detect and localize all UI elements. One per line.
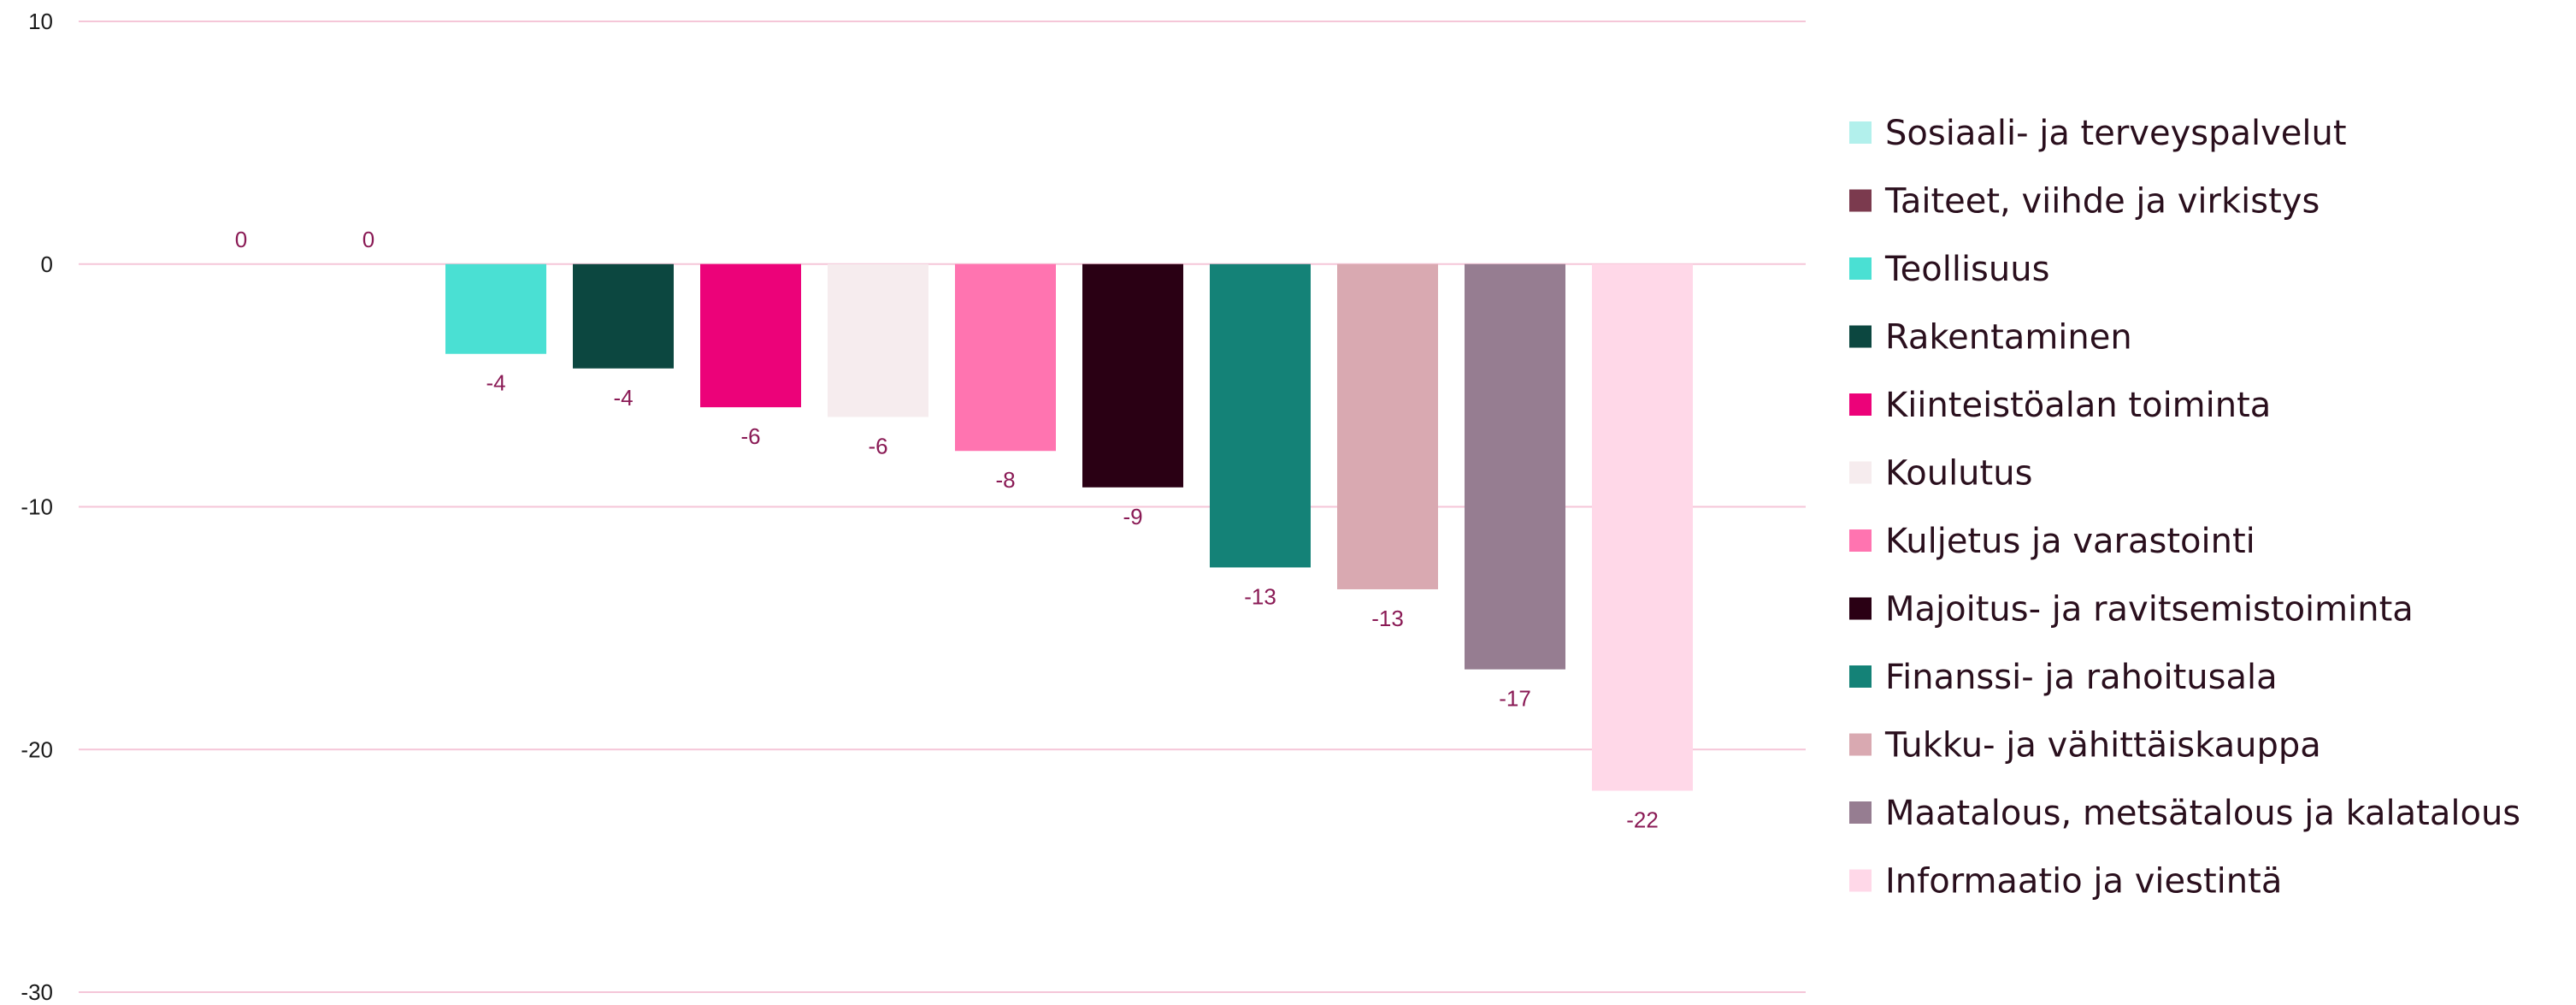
bar [445, 263, 546, 354]
legend-swatch [1849, 257, 1872, 280]
legend-label: Sosiaali- ja terveyspalvelut [1885, 114, 2347, 153]
legend-swatch [1849, 733, 1872, 756]
legend-label: Rakentaminen [1885, 318, 2132, 358]
legend-swatch [1849, 869, 1872, 892]
bar [1592, 263, 1693, 791]
legend-label: Maatalous, metsätalous ja kalatalous [1885, 794, 2520, 833]
bars [445, 263, 1693, 791]
data-label: -9 [1123, 504, 1142, 529]
legend-swatch [1849, 597, 1872, 620]
legend-swatch [1849, 801, 1872, 824]
bar [828, 263, 928, 417]
bar [1082, 263, 1183, 488]
legend-label: Kuljetus ja varastointi [1885, 522, 2255, 561]
legend: Sosiaali- ja terveyspalvelut Taiteet, vii… [1849, 114, 2520, 902]
data-label: -6 [740, 423, 760, 449]
legend-swatch [1849, 325, 1872, 348]
data-label: -8 [995, 467, 1015, 493]
legend-swatch [1849, 393, 1872, 416]
data-label: -17 [1499, 686, 1531, 712]
y-tick-label: -10 [21, 494, 53, 520]
y-tick-label: 0 [41, 251, 53, 277]
bar [1337, 263, 1438, 589]
data-labels: 0 0 -4 -4 -6 -6 -8 -9 -13 -13 -17 -22 [235, 227, 1659, 833]
bar [700, 263, 801, 408]
legend-swatch [1849, 529, 1872, 552]
data-label: -13 [1244, 583, 1276, 609]
legend-label: Finanssi- ja rahoitusala [1885, 658, 2278, 697]
bar [955, 263, 1056, 452]
legend-swatch [1849, 189, 1872, 212]
legend-label: Informaatio ja viestintä [1885, 862, 2282, 902]
legend-swatch [1849, 121, 1872, 144]
legend-label: Kiinteistöalan toiminta [1885, 386, 2271, 425]
data-label: -4 [486, 370, 505, 396]
bar [1465, 263, 1565, 670]
data-label: -13 [1371, 606, 1404, 631]
data-label: -6 [868, 434, 887, 459]
data-label: 0 [235, 227, 247, 252]
legend-swatch [1849, 461, 1872, 484]
legend-label: Majoitus- ja ravitsemistoiminta [1885, 590, 2414, 630]
bar [1210, 263, 1311, 568]
legend-label: Koulutus [1885, 454, 2032, 494]
legend-label: Teollisuus [1884, 250, 2049, 289]
data-label: -4 [613, 385, 633, 411]
y-tick-label: -20 [21, 736, 53, 762]
legend-label: Taiteet, viihde ja virkistys [1884, 182, 2320, 222]
y-axis: 10 0 -10 -20 -30 [21, 9, 53, 1005]
legend-label: Tukku- ja vähittäiskauppa [1884, 726, 2321, 766]
y-tick-label: 10 [28, 9, 53, 34]
bar [573, 263, 674, 369]
data-label: -22 [1626, 807, 1659, 832]
y-tick-label: -30 [21, 979, 53, 1005]
legend-swatch [1849, 665, 1872, 688]
data-label: 0 [363, 227, 374, 252]
